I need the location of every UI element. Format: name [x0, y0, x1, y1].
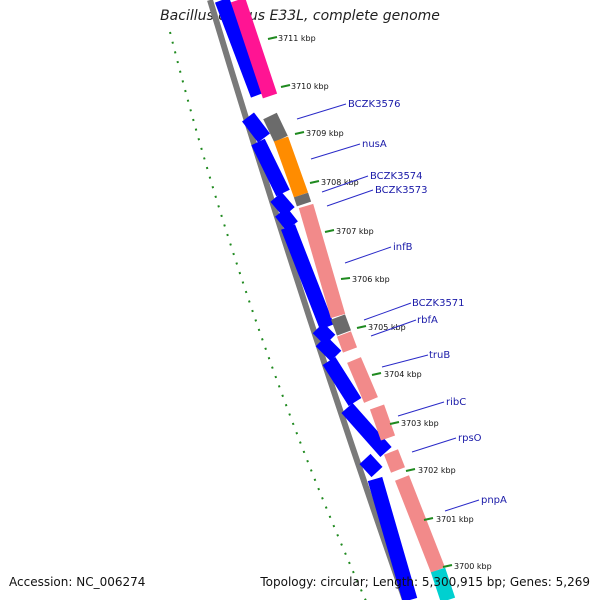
cds-block — [341, 403, 392, 457]
gene-leader-line — [397, 401, 445, 417]
gene-label: truB — [429, 350, 450, 361]
kbp-label: 3711 kbp — [278, 34, 316, 43]
cog-block — [347, 357, 378, 403]
gene-leader-line — [411, 437, 457, 453]
kbp-label: 3710 kbp — [291, 82, 329, 91]
kbp-label: 3700 kbp — [454, 562, 492, 571]
gene-leader-line — [444, 499, 480, 512]
cog-block — [336, 331, 358, 353]
cds-block — [214, 0, 266, 98]
cds-block — [367, 476, 418, 600]
gene-label: ribC — [446, 397, 466, 408]
cds-block — [359, 453, 383, 478]
cds-block — [275, 207, 298, 231]
cds-block — [315, 335, 342, 362]
kbp-label: 3707 kbp — [336, 227, 374, 236]
cog-block — [395, 475, 445, 573]
gene-label: rbfA — [417, 315, 438, 326]
kbp-label: 3709 kbp — [306, 129, 344, 138]
cds-block — [281, 224, 334, 330]
gene-label: pnpA — [481, 495, 507, 506]
gene-leader-line — [344, 246, 392, 264]
cds-track — [214, 0, 418, 600]
kbp-label: 3701 kbp — [436, 515, 474, 524]
gene-leader-line — [381, 354, 429, 368]
backbone-line — [207, 0, 408, 600]
cog-block — [430, 567, 456, 600]
kbp-tick — [324, 229, 335, 233]
kbp-tick — [442, 564, 453, 568]
gene-label: BCZK3576 — [348, 99, 401, 110]
gene-leader-line — [326, 189, 374, 207]
gene-label: BCZK3573 — [375, 185, 428, 196]
kbp-tick — [405, 468, 416, 472]
topology-text: Topology: circular; Length: 5,300,915 bp… — [260, 575, 590, 589]
cds-block — [251, 138, 290, 197]
gene-label: rpsO — [458, 433, 482, 444]
kbp-tick-track: 3711 kbp 3710 kbp 3709 kbp 3708 kbp 3707 kbp… — [267, 34, 492, 571]
gene-label-track: BCZK3576 nusA BCZK3574 BCZK3573 infB BCZK3571… — [296, 99, 507, 512]
gene-label: BCZK3574 — [370, 171, 423, 182]
accession-text: Accession: NC_006274 — [9, 575, 146, 589]
kbp-tick — [340, 277, 351, 280]
kbp-tick — [309, 180, 320, 184]
gene-leader-line — [363, 302, 412, 321]
cog-block — [384, 449, 405, 473]
gene-label: infB — [393, 242, 413, 253]
gene-leader-line — [321, 175, 369, 193]
kbp-tick — [267, 36, 278, 40]
gene-leader-line — [296, 103, 347, 120]
gene-label: nusA — [362, 139, 387, 150]
kbp-label: 3705 kbp — [368, 323, 406, 332]
kbp-label: 3702 kbp — [418, 466, 456, 475]
kbp-label: 3704 kbp — [384, 370, 422, 379]
cog-block — [263, 112, 288, 143]
kbp-tick — [280, 84, 291, 88]
cog-block — [293, 192, 312, 207]
kbp-label: 3708 kbp — [321, 178, 359, 187]
gene-leader-line — [370, 319, 417, 337]
cog-block — [369, 404, 396, 441]
backbone-track — [207, 0, 408, 600]
cog-block — [230, 0, 278, 99]
kbp-tick — [423, 517, 434, 521]
gene-leader-line — [310, 143, 361, 160]
cds-block — [242, 112, 270, 143]
cog-block — [330, 314, 352, 336]
kbp-label: 3706 kbp — [352, 275, 390, 284]
cds-block — [322, 356, 362, 407]
kbp-tick — [356, 325, 367, 329]
gene-label: BCZK3571 — [412, 298, 465, 309]
kbp-tick — [371, 372, 382, 376]
cog-block — [273, 136, 309, 198]
cog-track — [230, 0, 456, 600]
kbp-tick — [389, 421, 400, 425]
kbp-label: 3703 kbp — [401, 419, 439, 428]
kbp-tick — [294, 131, 305, 135]
cog-block — [298, 203, 346, 319]
